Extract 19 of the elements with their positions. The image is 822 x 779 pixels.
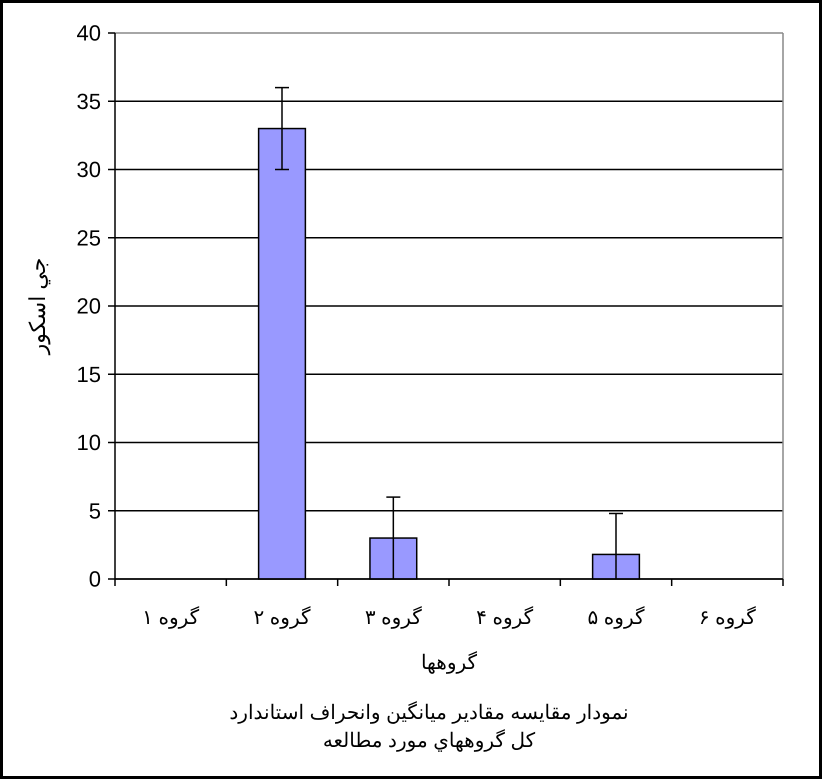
x-tick-label: گروه ۶ bbox=[698, 606, 756, 629]
y-tick-label: 30 bbox=[76, 157, 101, 182]
x-axis-title: گروهها bbox=[420, 651, 478, 674]
text: کل گروههاي مورد مطالعه bbox=[322, 729, 536, 752]
y-tick-label: 5 bbox=[88, 498, 101, 524]
x-tick-label: گروه ۲ bbox=[254, 606, 311, 629]
y-tick-label: 35 bbox=[76, 88, 101, 114]
x-tick-label: گروه ۱ bbox=[142, 606, 200, 629]
x-tick-label: گروه ۵ bbox=[588, 606, 645, 629]
y-tick-label: 20 bbox=[76, 294, 101, 319]
y-tick-label: 25 bbox=[76, 225, 101, 250]
x-tick-label: گروه ۳ bbox=[364, 606, 422, 629]
text: نمودار مقایسه مقادیر میانگین وانحراف استاندارد bbox=[229, 701, 629, 724]
y-tick-label: 40 bbox=[76, 20, 101, 46]
y-tick-label: 10 bbox=[76, 430, 101, 456]
y-axis-title: جي اسکور bbox=[25, 258, 51, 356]
y-tick-label: 0 bbox=[88, 566, 101, 592]
x-tick-label: گروه ۴ bbox=[476, 606, 534, 629]
y-tick-label: 15 bbox=[76, 362, 101, 387]
